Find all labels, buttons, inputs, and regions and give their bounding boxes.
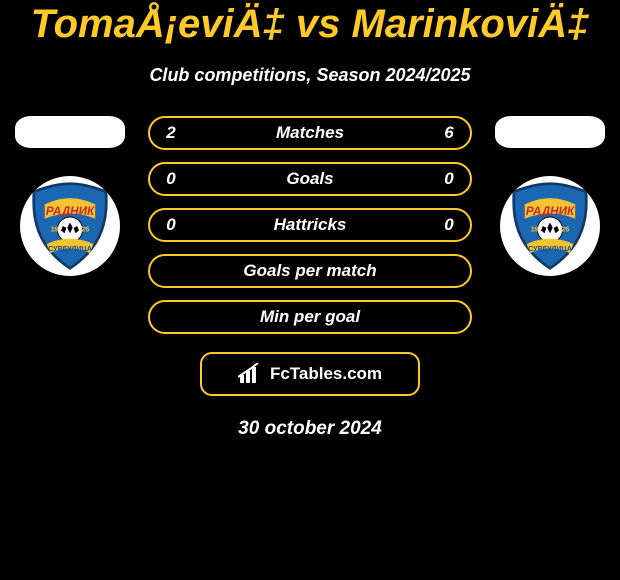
svg-text:19: 19 (51, 224, 59, 233)
stat-row-goals: 0 Goals 0 (148, 162, 472, 196)
stat-label: Goals (150, 169, 470, 189)
shield-icon: РАДНИК 19 26 СУРДУЛИЦА (25, 181, 115, 271)
footer-date: 30 october 2024 (0, 418, 620, 440)
svg-text:РАДНИК: РАДНИК (46, 205, 95, 218)
stat-left-value: 0 (164, 169, 178, 189)
stat-row-hattricks: 0 Hattricks 0 (148, 208, 472, 242)
right-team-badge: РАДНИК 19 26 СУРДУЛИЦА (500, 176, 600, 276)
stat-row-gpm: Goals per match (148, 254, 472, 288)
shield-icon: РАДНИК 19 26 СУРДУЛИЦА (505, 181, 595, 271)
comparison-row: РАДНИК 19 26 СУРДУЛИЦА 2 Matches 6 0 Goa… (0, 116, 620, 334)
stat-label: Min per goal (150, 307, 470, 327)
stat-label: Hattricks (150, 215, 470, 235)
left-team-col: РАДНИК 19 26 СУРДУЛИЦА (10, 116, 130, 276)
stat-right-value: 0 (442, 169, 456, 189)
stats-column: 2 Matches 6 0 Goals 0 0 Hattricks 0 Goal… (130, 116, 490, 334)
stat-label: Matches (150, 123, 470, 143)
svg-text:СУРДУЛИЦА: СУРДУЛИЦА (48, 244, 92, 253)
right-team-col: РАДНИК 19 26 СУРДУЛИЦА (490, 116, 610, 276)
svg-text:26: 26 (81, 224, 89, 233)
brand-text: FcTables.com (270, 364, 382, 384)
stat-right-value: 6 (442, 123, 456, 143)
right-player-pill (495, 116, 605, 148)
stat-label: Goals per match (150, 261, 470, 281)
svg-text:19: 19 (531, 224, 539, 233)
stat-right-value: 0 (442, 215, 456, 235)
page-subtitle: Club competitions, Season 2024/2025 (0, 65, 620, 86)
left-team-badge: РАДНИК 19 26 СУРДУЛИЦА (20, 176, 120, 276)
bar-chart-icon (238, 363, 264, 385)
svg-text:РАДНИК: РАДНИК (526, 205, 575, 218)
brand-box[interactable]: FcTables.com (200, 352, 420, 396)
page-title: TomaÅ¡eviÄ‡ vs MarinkoviÄ‡ (0, 2, 620, 47)
stat-row-mpg: Min per goal (148, 300, 472, 334)
stat-left-value: 0 (164, 215, 178, 235)
svg-text:26: 26 (561, 224, 569, 233)
stat-left-value: 2 (164, 123, 178, 143)
svg-text:СУРДУЛИЦА: СУРДУЛИЦА (528, 244, 572, 253)
left-player-pill (15, 116, 125, 148)
stat-row-matches: 2 Matches 6 (148, 116, 472, 150)
